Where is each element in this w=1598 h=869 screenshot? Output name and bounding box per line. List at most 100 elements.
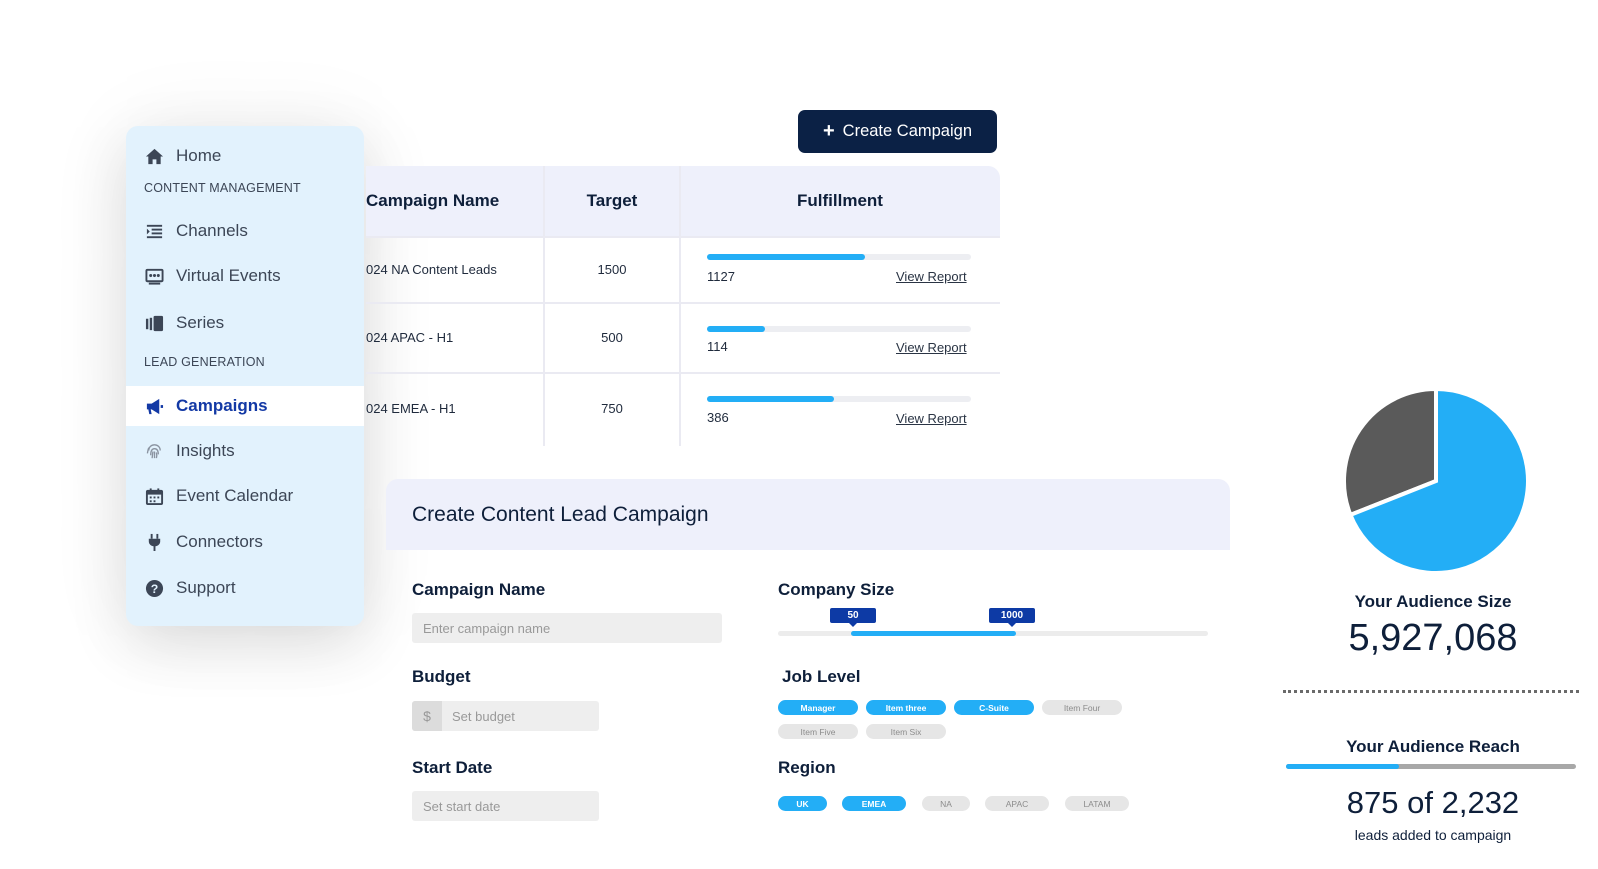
sidebar-item-virtual-events[interactable]: Virtual Events <box>126 256 364 296</box>
campaign-name-label: Campaign Name <box>412 580 546 599</box>
fulfillment-progress-fill <box>707 254 866 260</box>
region-label: Region <box>778 758 836 777</box>
section-divider <box>1283 690 1579 693</box>
sidebar: Home CONTENT MANAGEMENT Channels Virtual… <box>126 126 364 626</box>
help-icon: ? <box>144 578 164 598</box>
fulfillment-count: 114 <box>707 339 728 354</box>
view-report-link[interactable]: View Report <box>896 411 967 426</box>
form-header: Create Content Lead Campaign <box>386 479 1230 550</box>
currency-prefix: $ <box>412 701 442 731</box>
view-report-link[interactable]: View Report <box>896 340 967 355</box>
region-chip[interactable]: LATAM <box>1065 796 1129 811</box>
budget-label: Budget <box>412 667 471 686</box>
job-level-chip[interactable]: Item Five <box>778 724 858 739</box>
audience-size-label: Your Audience Size <box>1354 592 1512 611</box>
target-cell: 500 <box>601 330 623 345</box>
job-level-label: Job Level <box>782 667 861 686</box>
company-size-max-handle[interactable]: 1000 <box>989 608 1035 627</box>
fingerprint-icon <box>144 441 164 461</box>
region-chip[interactable]: APAC <box>985 796 1049 811</box>
sidebar-item-channels[interactable]: Channels <box>126 211 364 251</box>
region-chip[interactable]: UK <box>778 796 827 811</box>
row-divider <box>366 372 1000 374</box>
fulfillment-progress-fill <box>707 326 766 332</box>
audience-reach-label: Your Audience Reach <box>1346 737 1520 756</box>
column-header-fulfillment: Fulfillment <box>797 191 883 210</box>
fulfillment-progress-fill <box>707 396 834 402</box>
sidebar-item-label: Support <box>176 578 236 597</box>
calendar-icon <box>144 486 164 506</box>
sidebar-item-insights[interactable]: Insights <box>126 431 364 471</box>
fulfillment-progress-bar <box>707 326 971 332</box>
sidebar-item-label: Channels <box>176 221 248 240</box>
region-chip[interactable]: EMEA <box>842 796 906 811</box>
sidebar-item-support[interactable]: ? Support <box>126 568 364 608</box>
budget-input[interactable] <box>442 701 599 731</box>
budget-field: $ <box>412 701 599 731</box>
sidebar-section-content-management: CONTENT MANAGEMENT <box>144 181 301 195</box>
plug-icon <box>144 532 164 552</box>
sidebar-item-label: Home <box>176 146 222 165</box>
audience-reach-progress-fill <box>1286 764 1400 769</box>
column-header-campaign-name: Campaign Name <box>366 191 500 210</box>
sidebar-item-label: Campaigns <box>176 396 268 415</box>
job-level-chip[interactable]: Item Six <box>866 724 946 739</box>
megaphone-icon <box>144 396 164 416</box>
sidebar-item-label: Virtual Events <box>176 266 281 285</box>
column-divider <box>679 166 681 446</box>
sidebar-item-series[interactable]: Series <box>126 303 364 343</box>
row-divider <box>366 302 1000 304</box>
series-icon <box>144 313 164 333</box>
fulfillment-progress-bar <box>707 254 971 260</box>
company-size-range-fill <box>851 631 1016 636</box>
company-size-label: Company Size <box>778 580 895 599</box>
audience-pie-chart <box>1342 386 1530 575</box>
campaign-name-cell: 024 NA Content Leads <box>366 262 497 277</box>
pie-slice-remaining <box>1342 386 1438 518</box>
home-icon <box>144 146 164 166</box>
campaign-name-input[interactable] <box>412 613 722 643</box>
sidebar-item-event-calendar[interactable]: Event Calendar <box>126 476 364 516</box>
column-divider <box>543 166 545 446</box>
row-divider <box>366 236 1000 238</box>
fulfillment-count: 1127 <box>707 269 735 284</box>
view-report-link[interactable]: View Report <box>896 269 967 284</box>
audience-reach-progress-bar <box>1286 764 1576 769</box>
pie-slice-audience <box>1347 386 1530 575</box>
create-campaign-button[interactable]: + Create Campaign <box>798 110 997 153</box>
sidebar-item-label: Event Calendar <box>176 486 294 505</box>
job-level-chip[interactable]: Item Four <box>1042 700 1122 715</box>
company-size-slider[interactable] <box>778 631 1208 636</box>
campaign-name-cell: 024 APAC - H1 <box>366 330 454 345</box>
job-level-chip[interactable]: Manager <box>778 700 858 715</box>
job-level-chip[interactable]: Item three <box>866 700 946 715</box>
audience-size-value: 5,927,068 <box>1348 617 1518 659</box>
channels-icon <box>144 221 164 241</box>
company-size-min-handle[interactable]: 50 <box>830 608 876 627</box>
campaigns-table: Campaign Name Target Fulfillment 024 NA … <box>366 166 1000 446</box>
job-level-chip[interactable]: C-Suite <box>954 700 1034 715</box>
plus-icon: + <box>822 120 835 142</box>
create-campaign-label: Create Campaign <box>842 122 972 140</box>
start-date-label: Start Date <box>412 758 493 777</box>
sidebar-section-lead-generation: LEAD GENERATION <box>144 355 265 369</box>
table-header: Campaign Name Target Fulfillment <box>366 166 1000 236</box>
sidebar-item-label: Connectors <box>176 532 263 551</box>
fulfillment-count: 386 <box>707 410 729 425</box>
column-header-target: Target <box>586 191 638 210</box>
sidebar-item-campaigns[interactable]: Campaigns <box>126 386 364 426</box>
fulfillment-progress-bar <box>707 396 971 402</box>
svg-text:?: ? <box>150 581 158 595</box>
sidebar-item-label: Insights <box>176 441 235 460</box>
sidebar-item-connectors[interactable]: Connectors <box>126 522 364 562</box>
target-cell: 1500 <box>597 262 627 277</box>
audience-reach-caption: leads added to campaign <box>1354 827 1512 843</box>
form-title: Create Content Lead Campaign <box>412 503 709 526</box>
campaign-name-cell: 024 EMEA - H1 <box>366 401 456 416</box>
sidebar-item-label: Series <box>176 313 225 332</box>
region-chip[interactable]: NA <box>922 796 970 811</box>
sidebar-item-home[interactable]: Home <box>126 136 364 176</box>
target-cell: 750 <box>601 401 623 416</box>
start-date-input[interactable] <box>412 791 599 821</box>
virtual-events-icon <box>144 266 164 286</box>
